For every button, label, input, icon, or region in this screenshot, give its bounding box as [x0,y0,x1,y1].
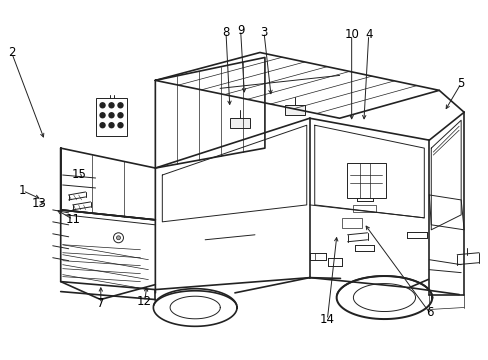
Text: 5: 5 [457,77,464,90]
Circle shape [118,123,122,128]
Text: 9: 9 [236,24,244,37]
Text: 14: 14 [319,313,334,327]
Circle shape [100,123,105,128]
Text: 3: 3 [260,26,267,39]
Circle shape [116,236,120,240]
Text: 13: 13 [31,197,46,210]
Text: 7: 7 [97,297,104,310]
Text: 4: 4 [364,28,372,41]
Circle shape [100,103,105,108]
Text: 1: 1 [19,184,26,197]
Text: 15: 15 [71,168,86,181]
Text: 8: 8 [222,26,229,39]
Text: 10: 10 [344,28,358,41]
Text: 2: 2 [8,46,16,59]
Text: 6: 6 [425,306,432,319]
Bar [341,218,361,228]
Circle shape [118,113,122,118]
Bar [229,118,249,128]
Circle shape [100,113,105,118]
Bar [352,205,376,212]
Bar [346,163,386,198]
Circle shape [109,113,114,118]
Circle shape [109,123,114,128]
Text: 12: 12 [137,296,152,309]
Bar [95,98,127,136]
Circle shape [118,103,122,108]
Bar [285,105,304,115]
Circle shape [109,103,114,108]
Text: 11: 11 [65,213,81,226]
